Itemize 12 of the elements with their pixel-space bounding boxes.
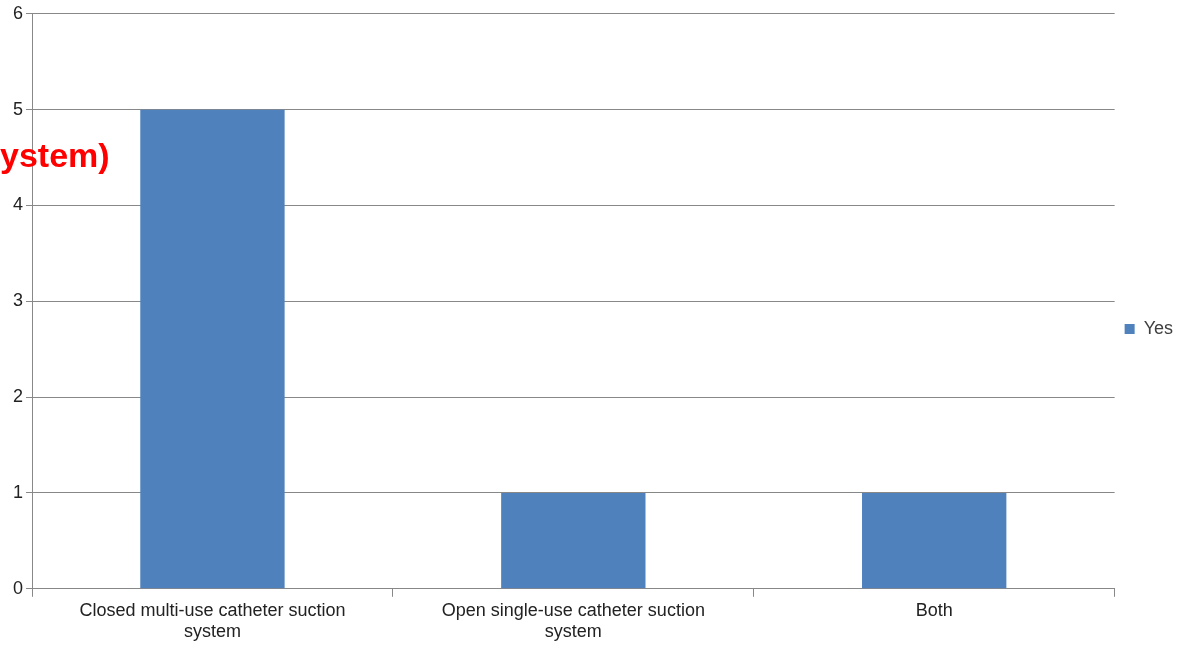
annotation: ystem) — [0, 136, 110, 175]
y-tick-label: 6 — [13, 2, 24, 23]
y-tick-label: 5 — [13, 98, 24, 119]
legend-label: Yes — [1143, 317, 1174, 338]
x-tick-label: Closed multi-use catheter suction system — [79, 599, 346, 642]
y-tick-label: 3 — [13, 290, 24, 311]
y-tick-label: 1 — [13, 481, 24, 502]
x-tick-label: Both — [915, 599, 953, 620]
x-tick-label: Open single-use catheter suction system — [441, 599, 705, 642]
y-tick-label: 2 — [13, 386, 24, 407]
y-tick-label: 0 — [13, 577, 24, 598]
y-tick-label: 4 — [13, 194, 24, 215]
